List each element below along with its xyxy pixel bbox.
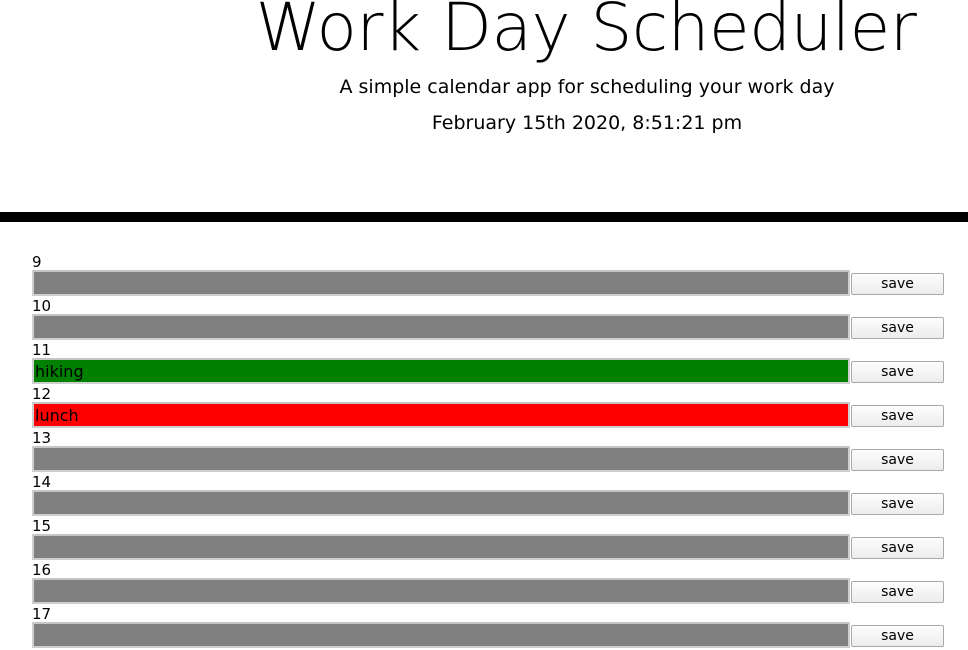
- time-block-16: 16 save: [32, 562, 944, 606]
- current-day: February 15th 2020, 8:51:21 pm: [431, 112, 743, 134]
- hour-label: 12: [32, 385, 52, 403]
- save-button[interactable]: save: [851, 273, 944, 295]
- save-button[interactable]: save: [851, 317, 944, 339]
- time-block-11: 11 save: [32, 342, 944, 386]
- description-input[interactable]: [32, 490, 850, 516]
- hour-label: 16: [32, 561, 52, 579]
- description-input[interactable]: [32, 270, 850, 296]
- save-button[interactable]: save: [851, 449, 944, 471]
- time-block-14: 14 save: [32, 474, 944, 518]
- hour-label: 13: [32, 429, 52, 447]
- time-block-container: 9 save 10 save 11 save 12 save 13 save 1…: [32, 254, 944, 650]
- hour-label: 10: [32, 297, 52, 315]
- save-button[interactable]: save: [851, 625, 944, 647]
- hour-label: 11: [32, 341, 52, 359]
- description-input[interactable]: [32, 402, 850, 428]
- page-title: Work Day Scheduler: [255, 0, 917, 66]
- hour-label: 14: [32, 473, 52, 491]
- hour-label: 9: [32, 253, 42, 271]
- save-button[interactable]: save: [851, 493, 944, 515]
- save-button[interactable]: save: [851, 537, 944, 559]
- description-input[interactable]: [32, 314, 850, 340]
- description-input[interactable]: [32, 534, 850, 560]
- hour-label: 15: [32, 517, 52, 535]
- save-button[interactable]: save: [851, 405, 944, 427]
- hour-label: 17: [32, 605, 52, 623]
- time-block-12: 12 save: [32, 386, 944, 430]
- description-input[interactable]: [32, 622, 850, 648]
- time-block-10: 10 save: [32, 298, 944, 342]
- header-divider: [0, 212, 968, 222]
- time-block-9: 9 save: [32, 254, 944, 298]
- time-block-17: 17 save: [32, 606, 944, 650]
- save-button[interactable]: save: [851, 581, 944, 603]
- page-subtitle: A simple calendar app for scheduling you…: [339, 76, 835, 98]
- description-input[interactable]: [32, 446, 850, 472]
- header: Work Day Scheduler A simple calendar app…: [0, 0, 968, 212]
- time-block-13: 13 save: [32, 430, 944, 474]
- time-block-15: 15 save: [32, 518, 944, 562]
- description-input[interactable]: [32, 358, 850, 384]
- save-button[interactable]: save: [851, 361, 944, 383]
- description-input[interactable]: [32, 578, 850, 604]
